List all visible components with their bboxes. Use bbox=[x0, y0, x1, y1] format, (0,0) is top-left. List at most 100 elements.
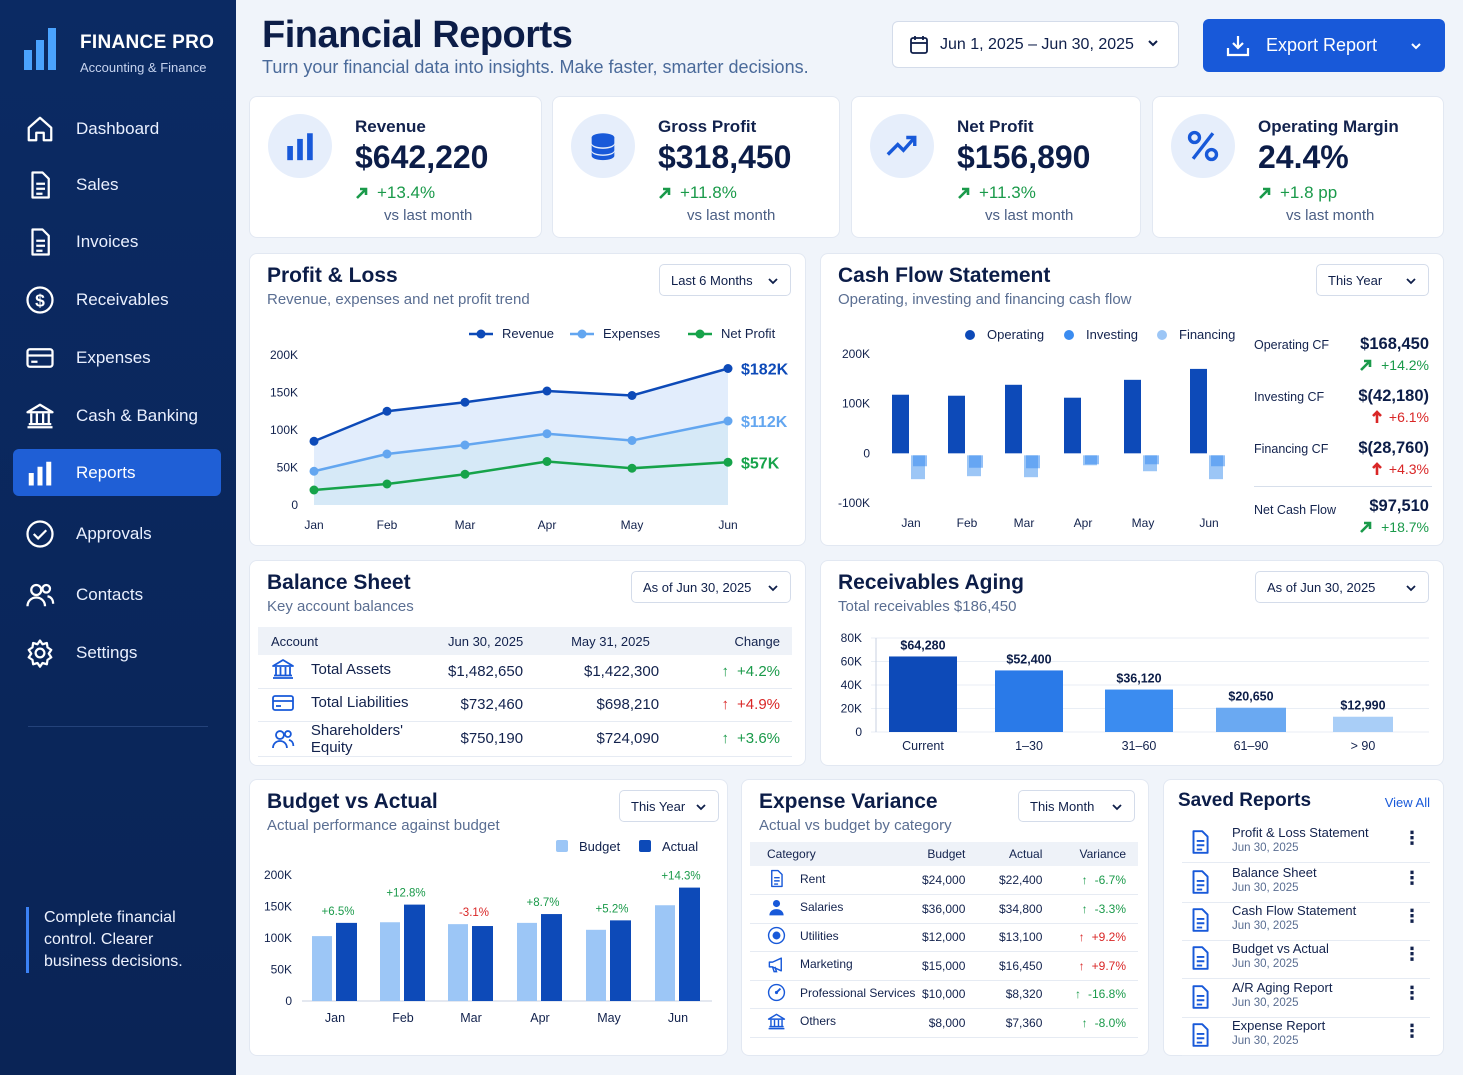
period-dropdown[interactable]: This Month bbox=[1018, 790, 1135, 822]
kpi-card-net-profit[interactable]: Net Profit $156,890 +11.3% vs last month bbox=[851, 96, 1141, 238]
saved-reports-panel: Saved Reports View All Profit & Loss Sta… bbox=[1163, 779, 1444, 1056]
panel-subtitle: Total receivables $186,450 bbox=[838, 598, 1017, 615]
x-tick-label: Jan bbox=[325, 1011, 345, 1025]
date-range-picker[interactable]: Jun 1, 2025 – Jun 30, 2025 bbox=[892, 21, 1179, 68]
home-icon bbox=[27, 116, 53, 141]
budget-value: $36,000 bbox=[915, 894, 966, 924]
x-tick-label: Apr bbox=[1074, 516, 1093, 530]
data-point bbox=[382, 479, 392, 489]
cash-flow-summary-item: Net Cash Flow $97,510 +18.7% bbox=[1254, 497, 1434, 541]
document-icon bbox=[1192, 830, 1209, 854]
sidebar-item-dashboard[interactable]: Dashboard bbox=[13, 105, 221, 152]
table-row[interactable]: Marketing $15,000 $16,450 ↑ +9.7% bbox=[750, 951, 1138, 981]
table-row[interactable]: Rent $24,000 $22,400 ↑ -6.7% bbox=[750, 866, 1138, 895]
as-of-dropdown[interactable]: As of Jun 30, 2025 bbox=[631, 571, 791, 603]
period-dropdown[interactable]: This Year bbox=[1316, 264, 1429, 296]
panel-title: Expense Variance bbox=[759, 790, 938, 813]
export-report-button[interactable]: Export Report bbox=[1203, 19, 1445, 72]
more-vertical-icon[interactable]: ⋮ bbox=[1403, 868, 1421, 888]
bar-financing bbox=[1211, 455, 1225, 467]
legend-marker bbox=[1157, 330, 1167, 340]
more-vertical-icon[interactable]: ⋮ bbox=[1403, 828, 1421, 848]
account-cell: Total Assets bbox=[258, 655, 448, 689]
period-dropdown[interactable]: This Year bbox=[619, 790, 719, 822]
category-cell: Utilities bbox=[750, 923, 916, 952]
sidebar: FINANCE PRO Accounting & Finance Dashboa… bbox=[0, 0, 236, 1075]
expense-variance-panel: Expense Variance Actual vs budget by cat… bbox=[741, 779, 1149, 1056]
table-row[interactable]: Total Assets $1,482,650 $1,422,300 ↑ +4.2… bbox=[258, 655, 792, 689]
page-title: Financial Reports bbox=[262, 14, 573, 56]
data-point bbox=[460, 469, 470, 479]
col-category: Category bbox=[750, 842, 916, 866]
cash-flow-chart: -100K 0 100K 200K Jan Feb Mar Apr May Jun Operatin… bbox=[838, 327, 1235, 530]
as-of-dropdown[interactable]: As of Jun 30, 2025 bbox=[1255, 571, 1429, 603]
more-vertical-icon[interactable]: ⋮ bbox=[1403, 944, 1421, 964]
x-tick-label: May bbox=[621, 518, 644, 532]
table-row[interactable]: Total Liabilities $732,460 $698,210 ↑ +4.… bbox=[258, 688, 792, 722]
kpi-card-gross-profit[interactable]: Gross Profit $318,450 +11.8% vs last mon… bbox=[552, 96, 840, 238]
saved-report-item[interactable]: A/R Aging Report Jun 30, 2025 ⋮ bbox=[1182, 980, 1430, 1018]
variance-label: +5.2% bbox=[596, 903, 629, 915]
x-tick-label: Current bbox=[902, 739, 944, 753]
sidebar-item-label: Approvals bbox=[76, 523, 152, 543]
sidebar-item-approvals[interactable]: Approvals bbox=[13, 510, 221, 557]
more-vertical-icon[interactable]: ⋮ bbox=[1403, 1021, 1421, 1041]
actual-value: $8,320 bbox=[965, 980, 1043, 1009]
receivables-aging-panel: Receivables Aging Total receivables $186… bbox=[820, 560, 1444, 766]
sidebar-item-expenses[interactable]: Expenses bbox=[13, 334, 221, 381]
sidebar-item-receivables[interactable]: $ Receivables bbox=[13, 276, 221, 323]
category-name: Utilities bbox=[800, 928, 839, 943]
data-point bbox=[723, 457, 733, 467]
bank-icon bbox=[767, 1013, 786, 1030]
panel-subtitle: Actual performance against budget bbox=[267, 817, 500, 834]
view-all-link[interactable]: View All bbox=[1384, 795, 1430, 810]
sidebar-item-reports[interactable]: Reports bbox=[13, 449, 221, 496]
more-vertical-icon[interactable]: ⋮ bbox=[1403, 906, 1421, 926]
actual-value: $34,800 bbox=[965, 894, 1043, 924]
kpi-value: $642,220 bbox=[355, 139, 489, 175]
data-point bbox=[627, 436, 637, 445]
sidebar-item-sales[interactable]: Sales bbox=[13, 161, 221, 208]
arrow-up-icon bbox=[1371, 462, 1382, 475]
kpi-comparison: vs last month bbox=[1286, 207, 1375, 224]
table-row[interactable]: Professional Services $10,000 $8,320 ↑ -1… bbox=[750, 980, 1138, 1009]
table-row[interactable]: Salaries $36,000 $34,800 ↑ -3.3% bbox=[750, 894, 1138, 924]
x-tick-label: Apr bbox=[530, 1011, 549, 1025]
bar-budget bbox=[586, 929, 606, 1001]
category-name: Marketing bbox=[800, 957, 853, 972]
kpi-icon-wrap bbox=[1171, 114, 1235, 178]
data-point bbox=[542, 429, 552, 439]
panel-title: Saved Reports bbox=[1178, 790, 1312, 811]
report-date: Jun 30, 2025 bbox=[1232, 842, 1299, 854]
legend-label: Investing bbox=[1086, 327, 1138, 342]
saved-report-item[interactable]: Expense Report Jun 30, 2025 ⋮ bbox=[1182, 1018, 1430, 1056]
trend-up-icon bbox=[886, 135, 917, 156]
variance-value: -16.8% bbox=[1087, 987, 1126, 1002]
chevron-down-icon bbox=[1112, 804, 1122, 811]
table-row[interactable]: Shareholders' Equity $750,190 $724,090 ↑… bbox=[258, 721, 792, 757]
more-vertical-icon[interactable]: ⋮ bbox=[1403, 983, 1421, 1003]
bar-actual bbox=[404, 904, 425, 1001]
variance-label: +8.7% bbox=[527, 897, 560, 909]
saved-report-item[interactable]: Budget vs Actual Jun 30, 2025 ⋮ bbox=[1182, 941, 1430, 979]
x-tick-label: 1–30 bbox=[1015, 739, 1043, 753]
download-icon bbox=[1226, 35, 1250, 56]
sidebar-item-settings[interactable]: Settings bbox=[13, 629, 221, 676]
sidebar-item-invoices[interactable]: Invoices bbox=[13, 218, 221, 265]
chevron-down-icon bbox=[768, 585, 778, 592]
period-dropdown[interactable]: Last 6 Months bbox=[659, 264, 791, 296]
kpi-card-operating-margin[interactable]: Operating Margin 24.4% +1.8 pp vs last m… bbox=[1152, 96, 1444, 238]
sidebar-item-cash-banking[interactable]: Cash & Banking bbox=[13, 392, 221, 439]
saved-report-item[interactable]: Cash Flow Statement Jun 30, 2025 ⋮ bbox=[1182, 903, 1430, 941]
sidebar-item-contacts[interactable]: Contacts bbox=[13, 571, 221, 618]
table-row[interactable]: Utilities $12,000 $13,100 ↑ +9.2% bbox=[750, 923, 1138, 952]
x-tick-label: Feb bbox=[392, 1011, 414, 1025]
saved-report-item[interactable]: Profit & Loss Statement Jun 30, 2025 ⋮ bbox=[1182, 825, 1430, 863]
kpi-card-revenue[interactable]: Revenue $642,220 +13.4% vs last month bbox=[249, 96, 542, 238]
saved-report-item[interactable]: Balance Sheet Jun 30, 2025 ⋮ bbox=[1182, 865, 1430, 903]
document-icon bbox=[1192, 985, 1209, 1009]
table-row[interactable]: Others $8,000 $7,360 ↑ -8.0% bbox=[750, 1008, 1138, 1038]
bar-budget bbox=[380, 922, 400, 1001]
data-point bbox=[723, 364, 733, 373]
brand[interactable]: FINANCE PRO Accounting & Finance bbox=[22, 26, 214, 75]
